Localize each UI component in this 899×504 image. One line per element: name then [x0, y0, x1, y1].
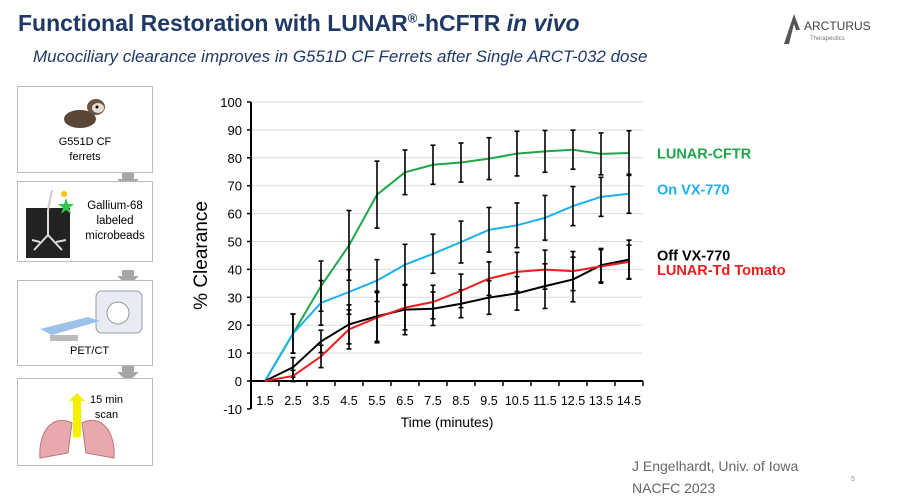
x-tick-label: 2.5 [284, 394, 301, 408]
svg-text:ARCTURUS: ARCTURUS [804, 19, 871, 33]
y-tick-label: 90 [228, 123, 242, 138]
legend-label: LUNAR-Td Tomato [657, 263, 786, 279]
y-tick-label: 60 [228, 207, 242, 222]
legend-label: Off VX-770 [657, 248, 730, 264]
workflow-step-petct: PET/CT [17, 280, 153, 366]
down-arrow-icon [117, 366, 139, 382]
slide-title: Functional Restoration with LUNAR®-hCFTR… [18, 10, 580, 36]
x-tick-label: 13.5 [589, 394, 613, 408]
y-tick-label: 10 [228, 346, 242, 361]
down-arrow-icon [117, 270, 139, 286]
arcturus-logo: ARCTURUS Therapeutics [784, 14, 871, 44]
step-label: PET/CT [70, 345, 110, 357]
x-tick-label: 6.5 [396, 394, 413, 408]
slide-subtitle: Mucociliary clearance improves in G551D … [33, 47, 648, 66]
x-tick-label: 12.5 [561, 394, 585, 408]
x-tick-label: 1.5 [256, 394, 273, 408]
x-tick-label: 11.5 [533, 394, 556, 408]
y-tick-label: 50 [228, 235, 242, 250]
page-number: 5 [851, 476, 855, 483]
x-axis-label: Time (minutes) [401, 414, 494, 430]
x-tick-label: 4.5 [340, 394, 357, 408]
step-label: Gallium-68 labeled microbeads [85, 200, 145, 242]
step-label: 15 min scan [90, 394, 124, 421]
x-tick-label: 8.5 [452, 394, 469, 408]
y-tick-label: 70 [228, 179, 242, 194]
series-line-lunar-td-tomato [264, 260, 630, 382]
series-line-off-vx-770 [264, 258, 630, 382]
legend-label: LUNAR-CFTR [657, 147, 752, 163]
lung-xray-icon [26, 190, 74, 258]
credit-conference: NACFC 2023 [632, 480, 716, 496]
ferret-icon [64, 99, 105, 128]
workflow-step-scan: 15 min scan [17, 378, 153, 466]
workflow-step-ferrets: G551D CF ferrets [17, 86, 153, 173]
x-tick-label: 9.5 [480, 394, 497, 408]
x-tick-label: 5.5 [368, 394, 385, 408]
x-tick-label: 10.5 [505, 394, 529, 408]
y-tick-label: 30 [228, 290, 242, 305]
y-tick-label: 40 [228, 262, 242, 277]
y-tick-label: 20 [228, 318, 242, 333]
x-tick-label: 7.5 [424, 394, 441, 408]
legend-label: On VX-770 [657, 182, 730, 198]
credit-author: J Engelhardt, Univ. of Iowa [632, 458, 799, 474]
y-tick-label: 80 [228, 151, 242, 166]
y-tick-label: 100 [220, 95, 242, 110]
series-line-lunar-cftr [264, 148, 630, 382]
y-axis-label: % Clearance [191, 201, 212, 310]
lungs-icon [39, 393, 115, 459]
svg-text:Therapeutics: Therapeutics [810, 36, 845, 42]
y-tick-label: 0 [235, 374, 242, 389]
step-label: G551D CF ferrets [58, 136, 112, 163]
series-line-on-vx-770 [264, 192, 630, 382]
workflow-step-microbeads: Gallium-68 labeled microbeads [17, 181, 153, 262]
pet-ct-scanner-icon [40, 290, 143, 341]
clearance-line-chart: -10 0 10 20 30 40 50 60 70 80 90 100 1.5 2.5 3.5 4.5 5.5… [191, 95, 786, 430]
x-tick-label: 14.5 [617, 394, 641, 408]
x-tick-label: 3.5 [312, 394, 329, 408]
y-tick-label: -10 [223, 402, 242, 417]
